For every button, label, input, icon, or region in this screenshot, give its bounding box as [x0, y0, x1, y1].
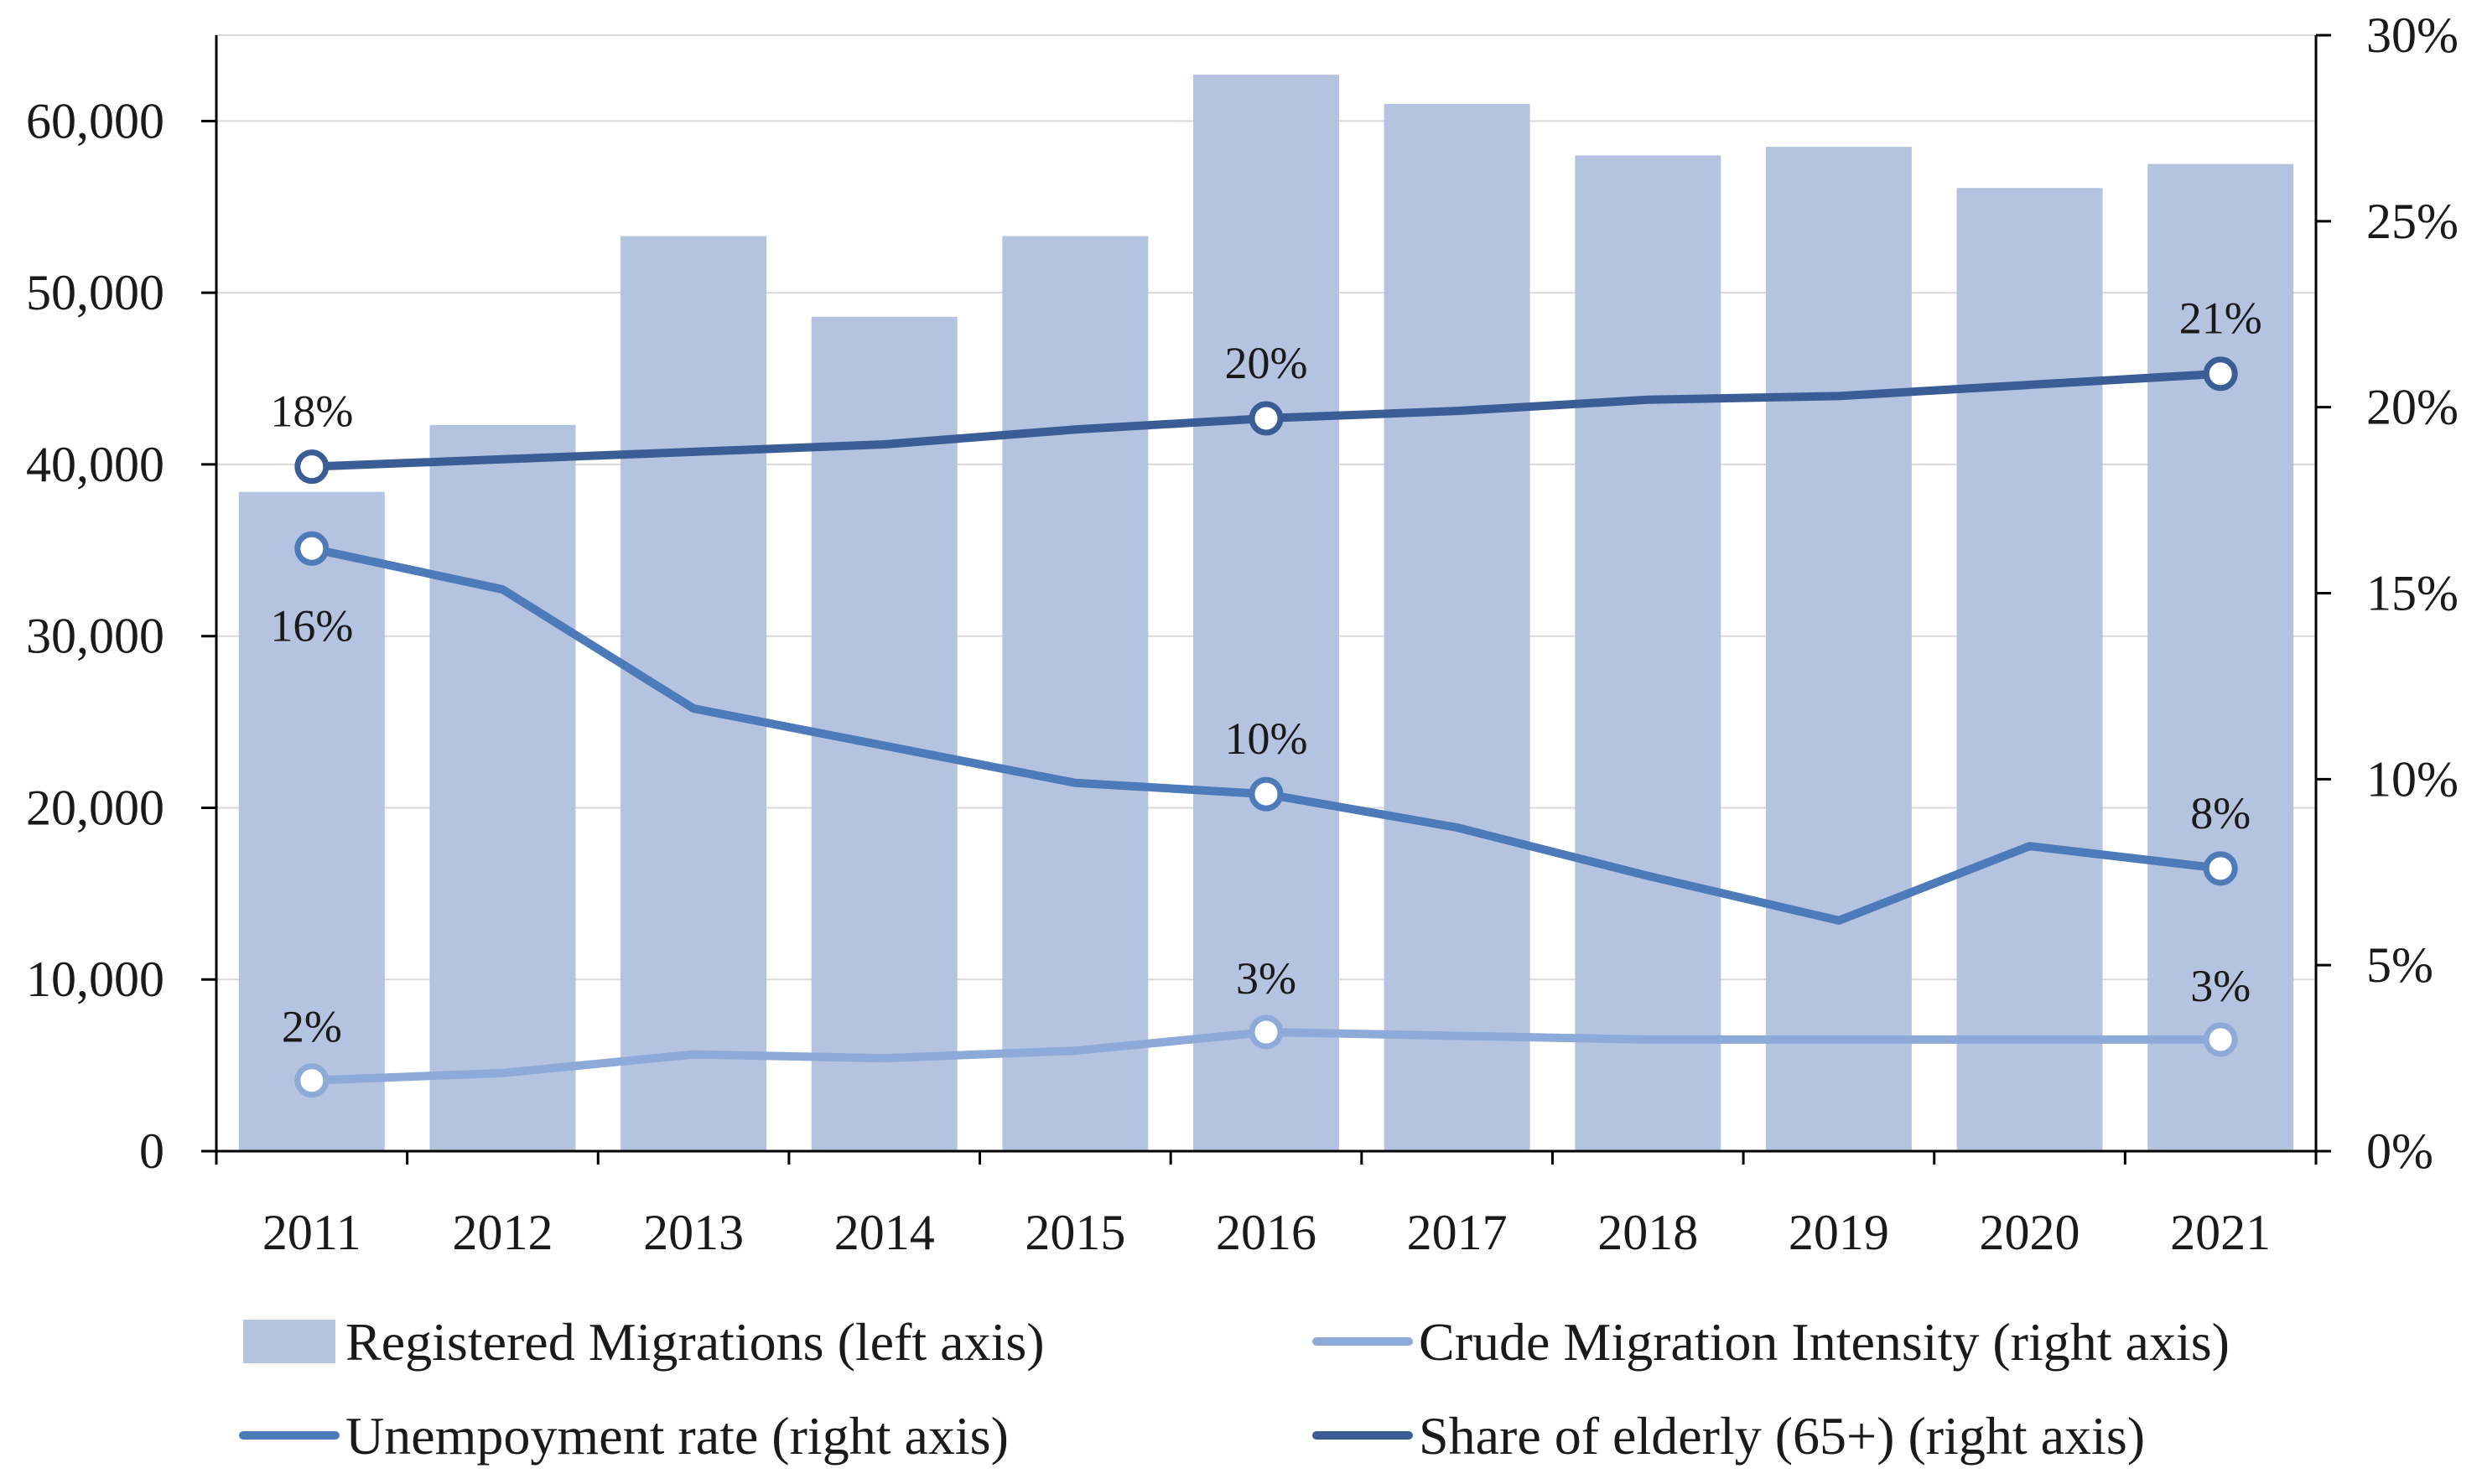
x-tick-label-2012: 2012 — [452, 1205, 553, 1260]
right-tick-label: 10% — [2366, 751, 2459, 807]
marker-point — [294, 449, 330, 485]
left-tick-label: 10,000 — [26, 952, 164, 1007]
legend: Registered Migrations (left axis) Crude M… — [239, 1312, 2230, 1466]
marker-point — [1249, 1014, 1284, 1050]
legend-label: Share of elderly (65+) (right axis) — [1419, 1406, 2145, 1466]
right-tick-label: 20% — [2366, 380, 2459, 435]
bar-2017 — [1384, 103, 1530, 1151]
right-tick-label: 30% — [2366, 8, 2459, 63]
bar-2020 — [1956, 188, 2103, 1151]
marker-point — [2203, 1022, 2238, 1057]
bar-series — [238, 75, 2294, 1152]
bar-2012 — [429, 424, 576, 1151]
marker-point — [1249, 401, 1284, 436]
right-tick-label: 5% — [2366, 937, 2433, 993]
data-label: 21% — [2179, 293, 2262, 344]
right-tick-label: 0% — [2366, 1123, 2433, 1179]
data-label: 2% — [282, 1002, 342, 1052]
x-tick-label-2018: 2018 — [1597, 1205, 1698, 1260]
data-label: 8% — [2190, 788, 2251, 838]
data-label: 3% — [1236, 953, 1296, 1004]
bar-2016 — [1193, 75, 1339, 1151]
axes: 0 10,000 20,000 30,000 40,000 50,000 60,000 0% 5… — [26, 8, 2459, 1260]
legend-label: Unempoyment rate (right axis) — [345, 1406, 1009, 1466]
bar-2011 — [238, 491, 385, 1151]
legend-label: Registered Migrations (left axis) — [345, 1312, 1045, 1372]
bar-2013 — [620, 236, 767, 1152]
x-tick-label-2021: 2021 — [2170, 1205, 2271, 1260]
legend-label: Crude Migration Intensity (right axis) — [1419, 1312, 2230, 1372]
x-tick-label-2011: 2011 — [262, 1205, 361, 1260]
left-tick-label: 0 — [139, 1123, 164, 1179]
left-tick-label: 30,000 — [26, 609, 164, 664]
bar-2015 — [1002, 236, 1149, 1152]
x-tick-label-2020: 2020 — [1980, 1205, 2080, 1260]
data-label: 18% — [270, 387, 353, 437]
data-label: 20% — [1225, 338, 1308, 388]
marker-point — [1249, 776, 1284, 812]
line-series — [294, 356, 2238, 1098]
left-tick-label: 50,000 — [26, 265, 164, 320]
data-labels: 2% 3% 3% 16% 10% 8% 18% 20% 21% — [270, 293, 2261, 1052]
x-tick-label-2016: 2016 — [1216, 1205, 1316, 1260]
bar-2018 — [1575, 155, 1721, 1151]
bar-2019 — [1765, 147, 1912, 1152]
bar-2021 — [2147, 163, 2294, 1152]
right-tick-label: 15% — [2366, 566, 2459, 621]
left-tick-label: 60,000 — [26, 93, 164, 148]
data-label: 10% — [1225, 713, 1308, 764]
left-tick-label: 20,000 — [26, 780, 164, 835]
x-tick-label-2014: 2014 — [834, 1205, 935, 1260]
x-tick-label-2019: 2019 — [1789, 1205, 1889, 1260]
legend-swatch-bar — [243, 1320, 335, 1363]
left-tick-label: 40,000 — [26, 437, 164, 492]
right-tick-label: 25% — [2366, 194, 2459, 249]
marker-point — [2203, 851, 2238, 886]
data-label: 16% — [270, 600, 353, 651]
marker-point — [294, 531, 330, 566]
x-tick-label-2013: 2013 — [643, 1205, 744, 1260]
x-tick-label-2015: 2015 — [1025, 1205, 1125, 1260]
marker-point — [2203, 356, 2238, 392]
data-label: 3% — [2190, 961, 2251, 1011]
marker-point — [294, 1063, 330, 1098]
x-tick-label-2017: 2017 — [1407, 1205, 1508, 1260]
